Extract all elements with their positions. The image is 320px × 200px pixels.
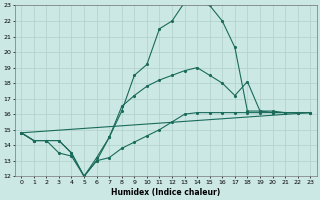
X-axis label: Humidex (Indice chaleur): Humidex (Indice chaleur) [111,188,220,197]
